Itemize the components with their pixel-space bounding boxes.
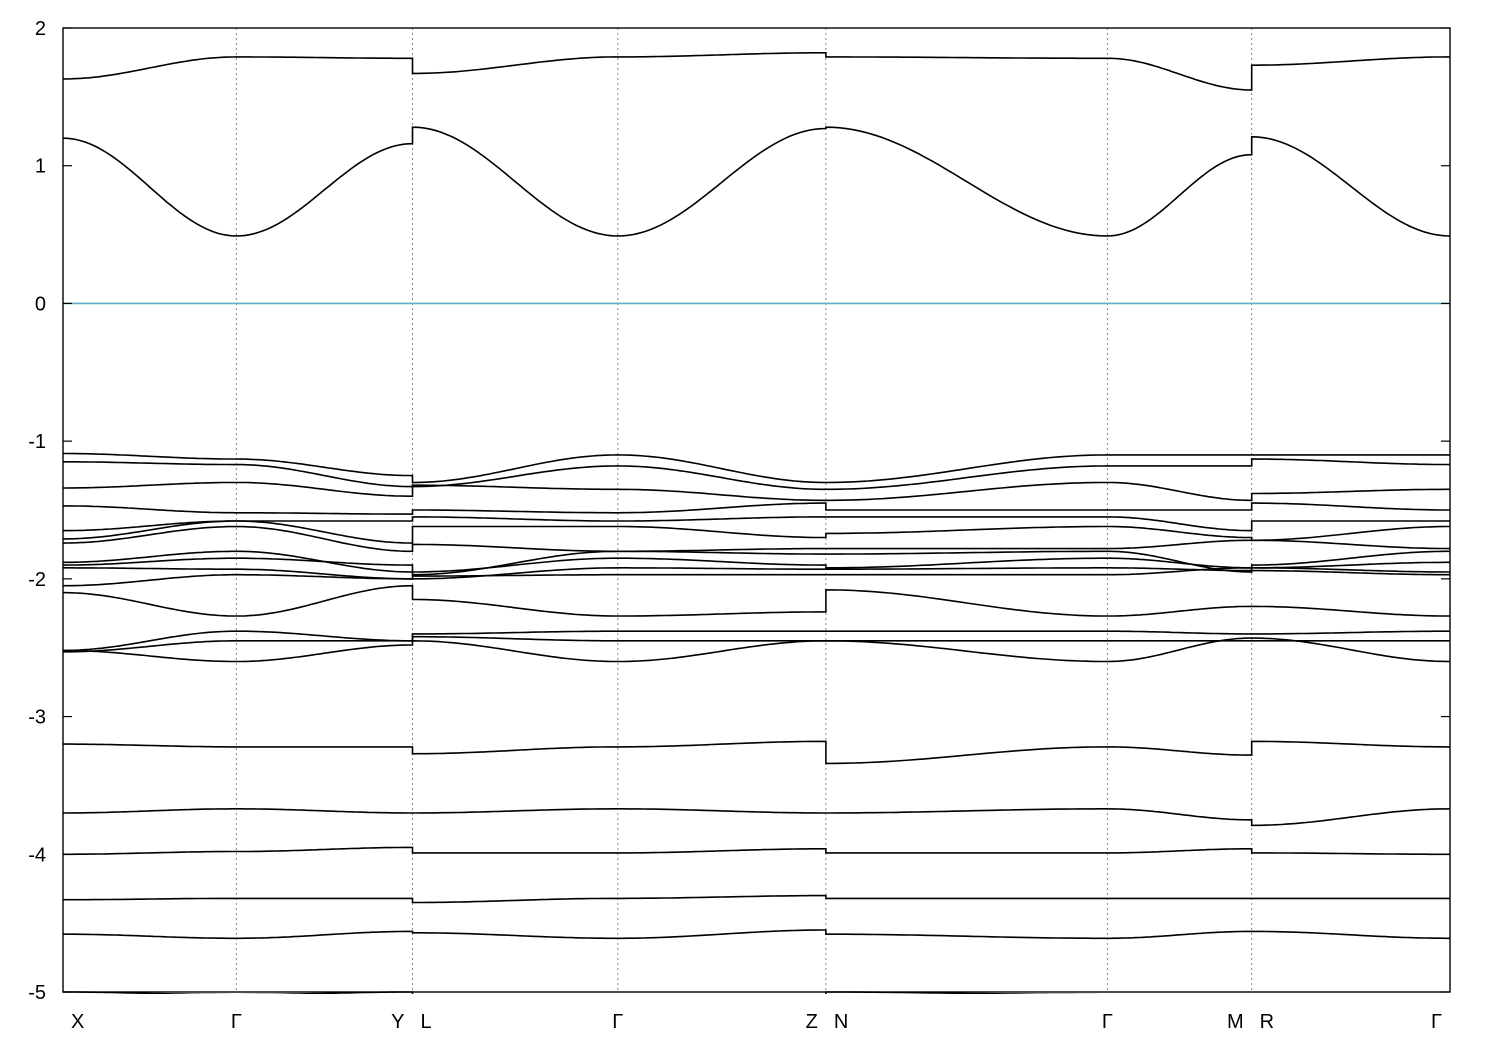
bands xyxy=(63,52,1450,994)
ytick-label-7: -5 xyxy=(28,982,46,1004)
band-3 xyxy=(63,458,1450,491)
xtick-label-3: L xyxy=(421,1011,432,1033)
y-axis: 2 1 0 -1 -2 -3 -4 -5 xyxy=(28,18,1450,1004)
ytick-label-4: -2 xyxy=(28,569,46,591)
xtick-label-6: N xyxy=(834,1011,848,1033)
band-11 xyxy=(63,567,1450,580)
ytick-label-0: 2 xyxy=(35,18,46,40)
xtick-label-8: M xyxy=(1227,1011,1244,1033)
band-1 xyxy=(63,126,1450,237)
band-8 xyxy=(63,525,1450,553)
xtick-label-7: Γ xyxy=(1102,1011,1113,1033)
band-16 xyxy=(63,635,1450,653)
band-12 xyxy=(63,566,1450,587)
ytick-label-2: 0 xyxy=(35,293,46,315)
band-6 xyxy=(63,516,1450,532)
band-18 xyxy=(63,808,1450,827)
band-5 xyxy=(63,502,1450,515)
xtick-label-4: Γ xyxy=(612,1011,623,1033)
band-20 xyxy=(63,894,1450,904)
band-4 xyxy=(63,481,1450,502)
band-10 xyxy=(63,557,1450,573)
xtick-label-2: Y xyxy=(391,1011,404,1033)
band-13 xyxy=(63,584,1450,617)
band-19 xyxy=(63,846,1450,856)
band-17 xyxy=(63,740,1450,765)
plot-border xyxy=(62,27,1451,993)
ytick-label-6: -4 xyxy=(28,844,46,866)
band-7 xyxy=(63,520,1450,544)
ytick-label-1: 1 xyxy=(35,156,46,178)
xtick-label-9: R xyxy=(1260,1011,1274,1033)
plot-frame xyxy=(62,27,1451,993)
xtick-label-5: Z xyxy=(806,1011,818,1033)
band-15 xyxy=(63,637,1450,663)
xtick-label-1: Γ xyxy=(231,1011,242,1033)
band-21 xyxy=(63,929,1450,940)
ytick-label-3: -1 xyxy=(28,431,46,453)
xtick-label-10: Γ xyxy=(1431,1011,1442,1033)
xtick-label-0: X xyxy=(71,1011,84,1033)
band-2 xyxy=(63,452,1450,484)
band-0 xyxy=(63,52,1450,91)
band-14 xyxy=(63,630,1450,652)
ytick-label-5: -3 xyxy=(28,707,46,729)
